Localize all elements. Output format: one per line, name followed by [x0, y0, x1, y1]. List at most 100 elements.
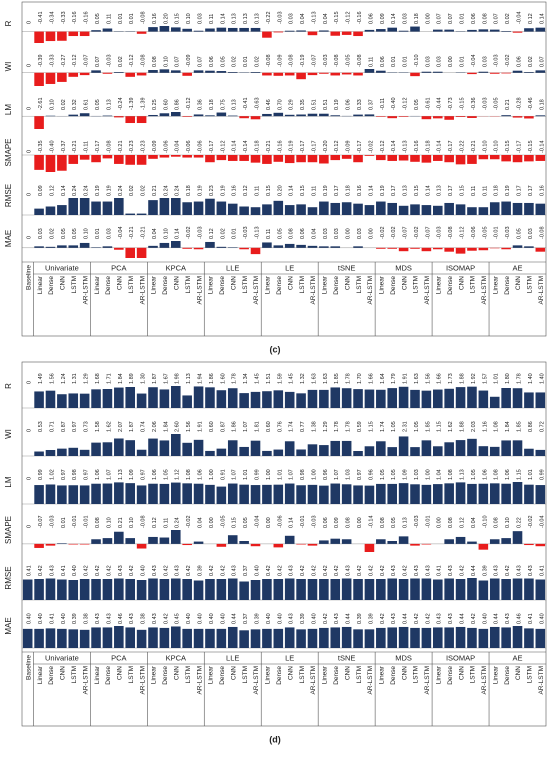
bar — [376, 389, 386, 408]
value-label: 0.06 — [368, 13, 374, 24]
bar — [376, 441, 386, 456]
bar — [170, 482, 181, 504]
bar — [250, 391, 261, 408]
value-label: 0.02 — [141, 185, 147, 196]
value-label: 0.43 — [118, 565, 124, 576]
bar — [68, 72, 79, 77]
bar — [22, 579, 33, 600]
value-label: 0.41 — [528, 613, 534, 624]
bar — [159, 198, 170, 215]
bar — [182, 543, 192, 546]
value-label: 2.07 — [118, 421, 124, 432]
bar — [262, 31, 272, 38]
bar — [79, 449, 90, 456]
value-label: -0.05 — [346, 54, 352, 67]
bar — [353, 629, 363, 648]
value-label: 0.17 — [516, 185, 522, 196]
value-label: -0.04 — [539, 515, 545, 528]
value-label: 1.84 — [505, 421, 511, 432]
value-label: 0.01 — [460, 13, 466, 24]
bar — [341, 626, 352, 648]
value-label: 0.39 — [198, 565, 204, 576]
bar — [307, 31, 318, 36]
bar — [250, 72, 261, 73]
bar — [250, 629, 261, 648]
value-label: 0.86 — [175, 99, 181, 110]
baseline-label: Baseline — [25, 655, 32, 680]
bar — [102, 28, 113, 32]
value-label: 0.02 — [254, 56, 260, 67]
value-label: -0.17 — [300, 140, 306, 153]
bar — [227, 440, 238, 456]
value-label: 0.03 — [482, 56, 488, 67]
bar — [227, 483, 238, 504]
bar — [159, 440, 170, 456]
value-label: -0.04 — [471, 54, 477, 67]
value-label: 0.17 — [528, 185, 534, 196]
bar — [524, 543, 534, 546]
value-label: 0.00 — [368, 228, 374, 239]
bar — [262, 628, 272, 648]
bar — [421, 116, 432, 120]
value-label: 1.01 — [243, 469, 249, 480]
value-label: 0.03 — [528, 228, 534, 239]
bar — [57, 543, 67, 544]
bar — [512, 388, 523, 408]
value-label: 0.02 — [129, 185, 135, 196]
bar — [136, 155, 147, 165]
value-label: -0.21 — [141, 226, 147, 239]
value-label: 0.46 — [516, 613, 522, 624]
bar — [319, 445, 329, 456]
bar — [432, 155, 443, 161]
method-label: Dense — [219, 666, 226, 685]
bar — [410, 26, 420, 32]
value-label: 1.01 — [277, 469, 283, 480]
bar — [79, 579, 90, 600]
value-label: -0.16 — [357, 11, 363, 24]
value-label: 1.13 — [118, 469, 124, 480]
value-label: -0.15 — [334, 11, 340, 24]
bar — [364, 543, 375, 552]
bar — [296, 204, 306, 215]
group-label: ISOMAP — [446, 263, 475, 272]
bar — [307, 628, 318, 648]
bar — [421, 247, 432, 252]
bar — [170, 241, 181, 248]
bar — [182, 579, 192, 600]
bar — [330, 483, 341, 504]
bar — [501, 579, 511, 600]
bar — [307, 245, 318, 248]
bar — [410, 484, 420, 504]
bar — [125, 440, 136, 456]
bar — [455, 116, 466, 117]
value-label: 0.08 — [289, 228, 295, 239]
method-label: CNN — [287, 276, 294, 290]
value-label: 0.51 — [311, 99, 317, 110]
bar — [148, 438, 158, 456]
value-label: 0.40 — [61, 613, 67, 624]
value-label: 0 — [27, 107, 33, 110]
bar — [341, 539, 352, 544]
value-label: 0.03 — [38, 228, 44, 239]
value-label: -0.03 — [437, 226, 443, 239]
value-label: -0.21 — [72, 140, 78, 153]
value-label: 0.87 — [61, 421, 67, 432]
method-label: CNN — [287, 666, 294, 680]
value-label: 1.12 — [175, 469, 181, 480]
method-label: Dense — [390, 666, 397, 685]
bar — [296, 629, 306, 648]
value-label: -0.14 — [232, 140, 238, 153]
value-label: 0.08 — [380, 517, 386, 528]
bar — [364, 485, 375, 504]
value-label: 0.22 — [516, 517, 522, 528]
bar — [387, 202, 398, 215]
bar — [102, 155, 113, 159]
bar — [57, 448, 67, 456]
bar — [239, 247, 249, 250]
value-label: 1.07 — [334, 469, 340, 480]
value-label: 0.12 — [243, 185, 249, 196]
value-label: 0.44 — [346, 613, 352, 624]
value-label: 0.01 — [232, 228, 238, 239]
value-label: 1.74 — [380, 421, 386, 432]
value-label: 0.11 — [209, 14, 215, 24]
